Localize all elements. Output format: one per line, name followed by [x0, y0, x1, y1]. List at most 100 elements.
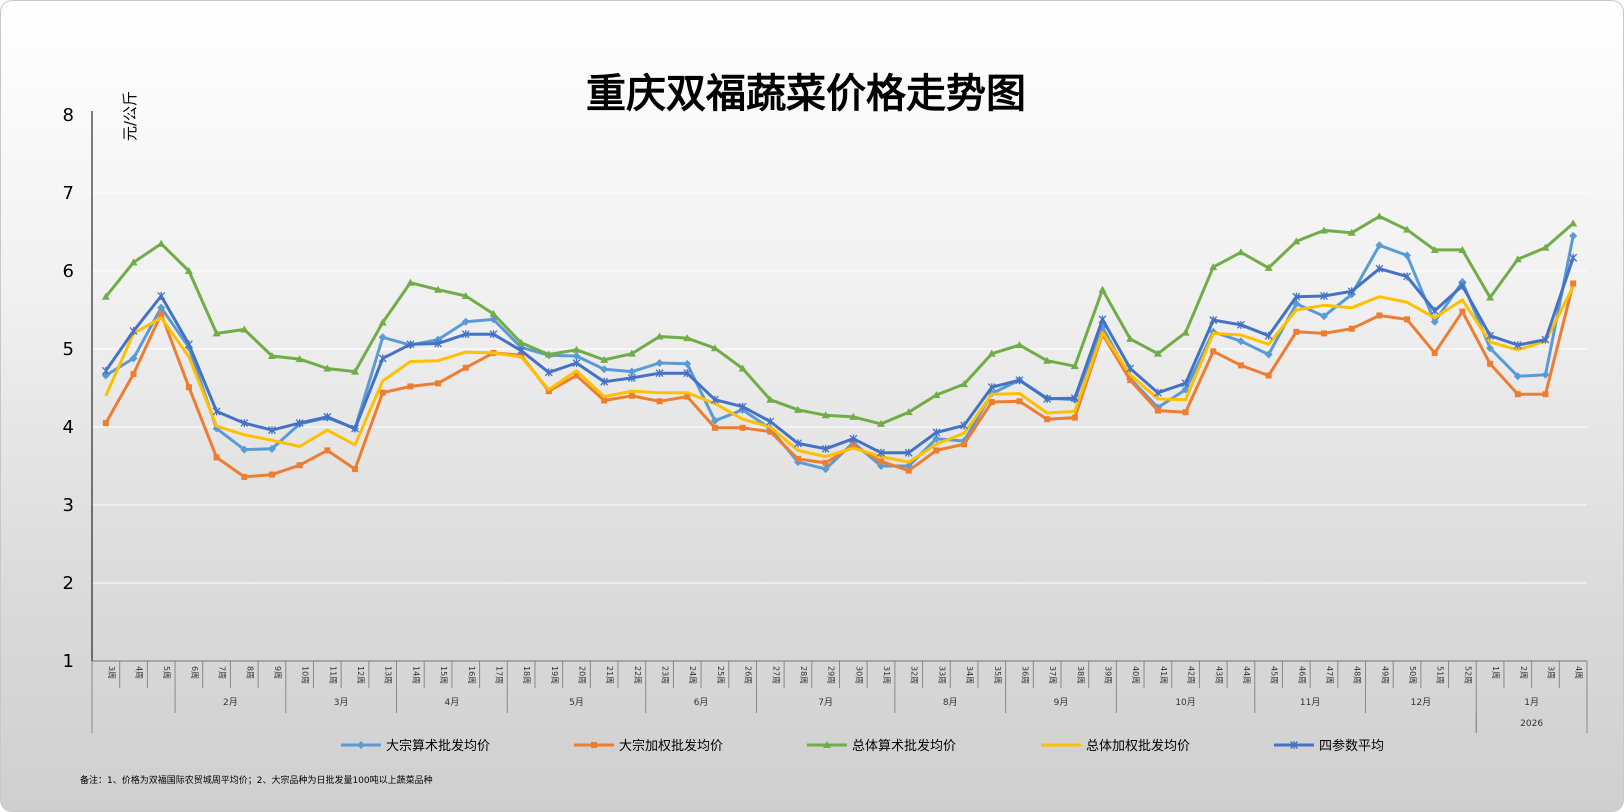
data-point	[379, 389, 386, 396]
data-point	[1569, 219, 1578, 227]
data-point	[240, 445, 249, 454]
data-point	[1375, 264, 1384, 273]
legend-item: 大宗加权批发均价	[574, 738, 723, 754]
data-point	[766, 395, 775, 403]
data-point	[1265, 372, 1272, 379]
data-point	[130, 370, 137, 377]
x-tick-label: 50周	[1408, 666, 1417, 684]
x-tick-label: 52周	[1463, 666, 1472, 684]
x-tick-label: 36周	[1020, 666, 1029, 684]
data-point	[1430, 317, 1439, 326]
data-point	[267, 352, 276, 360]
data-point	[1569, 231, 1578, 240]
data-point	[1071, 414, 1078, 421]
data-point	[213, 454, 220, 461]
x-tick-label: 3周	[107, 666, 116, 679]
x-tick-label: 1周	[1491, 666, 1500, 679]
legend-label: 总体加权批发均价	[1086, 738, 1190, 754]
x-tick-label: 33周	[937, 666, 946, 684]
data-point	[904, 408, 913, 416]
x-tick-label: 37周	[1048, 666, 1057, 684]
series-2	[102, 280, 1577, 480]
data-point	[711, 424, 718, 431]
data-point	[710, 344, 719, 352]
x-tick-label: 29周	[827, 666, 836, 684]
x-tick-label: 34周	[965, 666, 974, 684]
x-group-label: 5月	[569, 697, 584, 708]
data-point	[1210, 348, 1217, 355]
data-point	[1209, 316, 1218, 325]
x-tick-label: 8周	[245, 666, 254, 679]
data-point	[821, 444, 830, 453]
data-point	[1236, 248, 1245, 256]
x-tick-label: 31周	[882, 666, 891, 684]
x-tick-label: 24周	[688, 666, 697, 684]
series-4	[104, 285, 1575, 464]
x-tick-label: 10周	[301, 666, 310, 684]
x-tick-label: 7周	[218, 666, 227, 679]
legend-label: 四参数平均	[1319, 738, 1384, 754]
x-tick-label: 13周	[384, 666, 393, 684]
data-point	[267, 426, 276, 435]
data-point	[1459, 308, 1466, 315]
data-point	[960, 380, 969, 388]
series-line	[104, 257, 1575, 455]
x-group-label: 1月	[1524, 697, 1539, 708]
data-point	[1016, 398, 1023, 405]
data-point	[738, 364, 747, 372]
x-tick-label: 16周	[467, 666, 476, 684]
data-point	[655, 369, 664, 378]
data-point	[1043, 394, 1052, 403]
data-point	[1264, 350, 1273, 359]
data-point	[1182, 409, 1189, 416]
x-tick-label: 3周	[1546, 666, 1555, 679]
data-point	[1098, 285, 1107, 293]
data-point	[1514, 391, 1521, 398]
data-point	[1403, 251, 1412, 260]
data-point	[710, 416, 719, 425]
data-point	[1513, 255, 1522, 263]
data-point	[794, 439, 802, 448]
data-point	[407, 383, 414, 390]
legend-marker	[591, 742, 597, 748]
y-tick-label: 3	[63, 495, 74, 516]
data-point	[352, 466, 359, 473]
data-point	[102, 420, 109, 427]
legend-item: 总体加权批发均价	[1041, 738, 1190, 754]
data-point	[684, 393, 691, 400]
data-point	[1431, 349, 1438, 356]
y-tick-label: 5	[63, 339, 74, 360]
data-point	[1375, 212, 1384, 220]
data-point	[1430, 245, 1439, 253]
legend-label: 总体算术批发均价	[852, 738, 956, 754]
x-tick-label: 40周	[1131, 666, 1140, 684]
data-point	[1403, 272, 1412, 281]
data-point	[1319, 226, 1328, 234]
data-point	[1513, 372, 1522, 381]
data-point	[1320, 291, 1328, 300]
x-tick-label: 39周	[1104, 666, 1113, 684]
data-point	[822, 459, 829, 466]
data-point	[904, 448, 913, 457]
x-group-label: 10月	[1175, 697, 1195, 708]
data-point	[627, 373, 636, 382]
data-point	[738, 402, 747, 411]
data-point	[240, 419, 249, 428]
data-point	[1347, 228, 1356, 236]
data-point	[656, 398, 663, 405]
y-tick-label: 4	[63, 417, 74, 438]
y-tick-label: 6	[63, 261, 74, 282]
data-point	[1430, 306, 1439, 315]
data-point	[1153, 388, 1162, 397]
data-point	[1126, 364, 1135, 373]
x-group-label: 8月	[943, 697, 958, 708]
data-point	[600, 355, 609, 363]
data-point	[241, 473, 248, 480]
data-point	[323, 364, 332, 372]
data-point	[461, 317, 470, 326]
x-tick-label: 41周	[1159, 666, 1168, 684]
data-point	[572, 359, 581, 368]
data-point	[655, 332, 664, 340]
x-tick-label: 11周	[328, 666, 337, 684]
